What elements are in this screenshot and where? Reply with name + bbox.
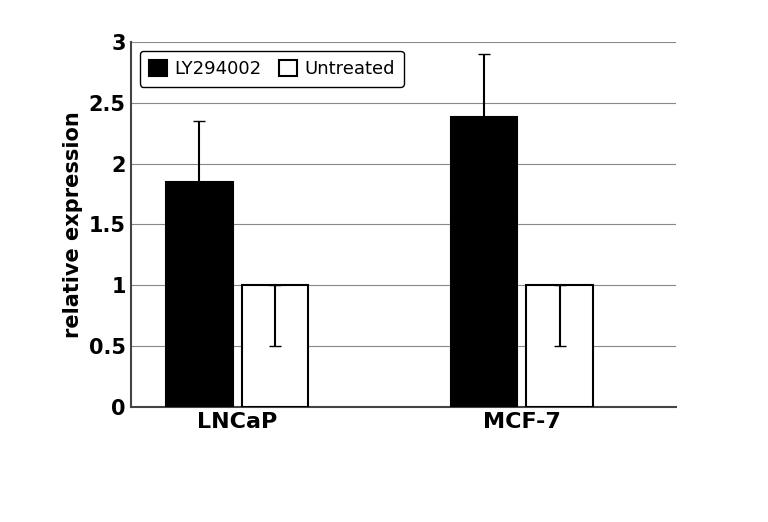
Legend: LY294002, Untreated: LY294002, Untreated: [140, 51, 404, 87]
Bar: [451, 117, 517, 407]
Bar: [242, 286, 309, 407]
Bar: [166, 182, 233, 407]
Y-axis label: relative expression: relative expression: [63, 111, 83, 338]
Bar: [527, 286, 593, 407]
